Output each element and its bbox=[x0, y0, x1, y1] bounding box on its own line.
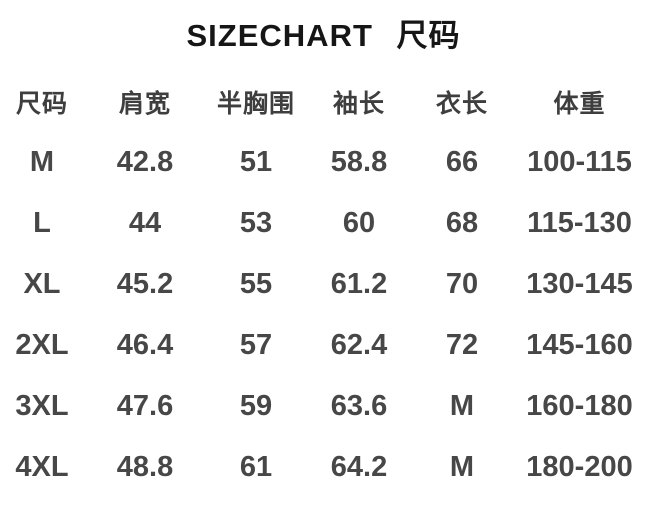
cell-size: 2XL bbox=[15, 329, 69, 361]
cell-sleeve-length: 62.4 bbox=[330, 329, 388, 361]
column-header-half-chest: 半胸围 bbox=[216, 89, 295, 118]
column-header-size: 尺码 bbox=[15, 89, 68, 118]
cell-shoulder: 47.6 bbox=[116, 390, 174, 422]
cell-garment-length: 70 bbox=[445, 268, 479, 300]
cell-shoulder: 48.8 bbox=[116, 451, 174, 483]
cell-weight: 145-160 bbox=[526, 329, 633, 361]
cell-shoulder: 46.4 bbox=[116, 329, 174, 361]
table-row-3xl: 3XL 47.6 59 63.6 M 160-180 bbox=[0, 376, 647, 437]
table-row-xl: XL 45.2 55 61.2 70 130-145 bbox=[0, 254, 647, 315]
column-header-garment-length: 衣长 bbox=[435, 89, 488, 118]
cell-garment-length: M bbox=[449, 451, 475, 483]
cell-sleeve-length: 58.8 bbox=[330, 146, 388, 178]
page-title: SIZECHART 尺码 bbox=[186, 18, 461, 53]
cell-half-chest: 55 bbox=[239, 268, 273, 300]
cell-size: 3XL bbox=[15, 390, 69, 422]
cell-sleeve-length: 60 bbox=[342, 207, 376, 239]
column-header-shoulder: 肩宽 bbox=[118, 89, 171, 118]
cell-sleeve-length: 61.2 bbox=[330, 268, 388, 300]
cell-weight: 115-130 bbox=[527, 207, 632, 239]
cell-weight: 130-145 bbox=[526, 268, 633, 300]
cell-half-chest: 61 bbox=[239, 451, 273, 483]
cell-size: XL bbox=[23, 268, 61, 300]
cell-size: L bbox=[33, 207, 51, 239]
table-row-4xl: 4XL 48.8 61 64.2 M 180-200 bbox=[0, 437, 647, 498]
cell-garment-length: 72 bbox=[445, 329, 479, 361]
column-header-sleeve-length: 袖长 bbox=[332, 89, 385, 118]
cell-weight: 180-200 bbox=[526, 451, 633, 483]
cell-garment-length: 66 bbox=[445, 146, 479, 178]
cell-shoulder: 45.2 bbox=[116, 268, 174, 300]
column-header-weight: 体重 bbox=[553, 89, 606, 118]
cell-sleeve-length: 64.2 bbox=[330, 451, 388, 483]
cell-weight: 100-115 bbox=[527, 146, 632, 178]
cell-half-chest: 53 bbox=[239, 207, 273, 239]
cell-garment-length: 68 bbox=[445, 207, 479, 239]
cell-half-chest: 51 bbox=[239, 146, 273, 178]
table-row-m: M 42.8 51 58.8 66 100-115 bbox=[0, 132, 647, 193]
cell-garment-length: M bbox=[449, 390, 475, 422]
cell-size: M bbox=[29, 146, 55, 178]
cell-shoulder: 42.8 bbox=[116, 146, 174, 178]
cell-half-chest: 59 bbox=[239, 390, 273, 422]
cell-half-chest: 57 bbox=[239, 329, 273, 361]
table-row-l: L 44 53 60 68 115-130 bbox=[0, 193, 647, 254]
cell-sleeve-length: 63.6 bbox=[330, 390, 388, 422]
cell-size: 4XL bbox=[15, 451, 69, 483]
cell-shoulder: 44 bbox=[128, 207, 162, 239]
size-chart-table: 尺码 肩宽 半胸围 袖长 衣长 体重 M 42.8 51 58.8 66 100… bbox=[0, 71, 647, 498]
table-row-2xl: 2XL 46.4 57 62.4 72 145-160 bbox=[0, 315, 647, 376]
table-header-row: 尺码 肩宽 半胸围 袖长 衣长 体重 bbox=[0, 71, 647, 132]
cell-weight: 160-180 bbox=[526, 390, 633, 422]
